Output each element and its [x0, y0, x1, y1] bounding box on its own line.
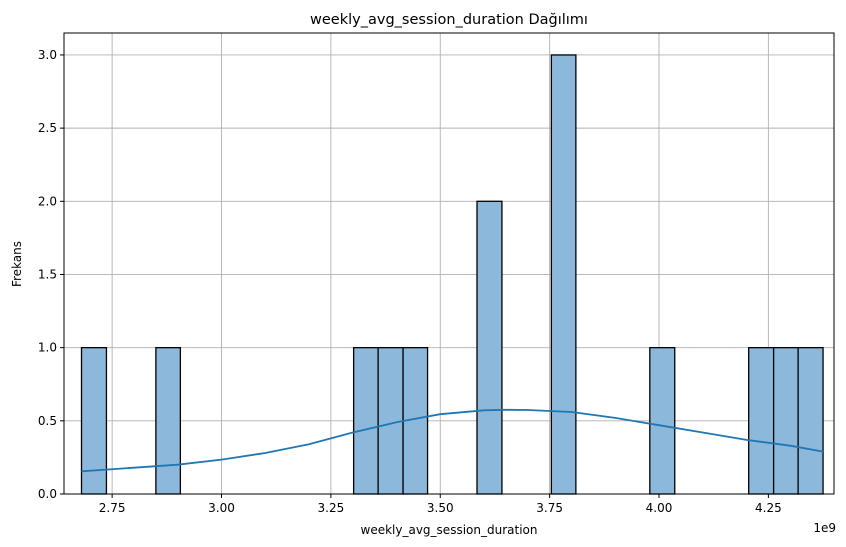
plot-frame: [63, 32, 835, 495]
x-tick-label: 3.00: [208, 501, 235, 515]
y-tick-label: 3.0: [38, 48, 57, 62]
y-axis-label: Frekans: [10, 241, 24, 287]
histogram-bar: [155, 347, 182, 495]
kde-curve: [81, 408, 824, 473]
y-tick-label: 1.5: [38, 267, 57, 281]
x-tick-label: 3.25: [318, 501, 345, 515]
x-axis-offset-label: 1e9: [813, 521, 836, 535]
x-axis-label: weekly_avg_session_duration: [361, 523, 538, 537]
y-tick-label: 1.0: [38, 341, 57, 355]
histogram-bar: [80, 347, 108, 495]
histogram-bars: [80, 54, 824, 495]
histogram-bar: [649, 347, 676, 495]
histogram-bar: [550, 54, 577, 495]
x-axis-ticks: 2.75 3.00 3.25 3.50 3.75 4.00 4.25: [99, 494, 782, 515]
x-tick-label: 4.00: [646, 501, 673, 515]
histogram-bar: [797, 347, 824, 495]
histogram-bar: [377, 347, 404, 495]
x-tick-label: 2.75: [99, 501, 126, 515]
chart-title: weekly_avg_session_duration Dağılımı: [310, 12, 588, 28]
x-tick-label: 4.25: [755, 501, 782, 515]
histogram-bar: [772, 347, 799, 495]
y-axis-ticks: 0.0 0.5 1.0 1.5 2.0 2.5 3.0: [38, 48, 64, 501]
y-tick-label: 0.5: [38, 414, 57, 428]
y-tick-label: 2.5: [38, 121, 57, 135]
x-tick-label: 3.75: [536, 501, 563, 515]
y-tick-label: 0.0: [38, 487, 57, 501]
histogram-bar: [352, 347, 379, 495]
y-tick-label: 2.0: [38, 194, 57, 208]
grid: [64, 33, 834, 495]
histogram-bar: [748, 347, 775, 495]
histogram-bar: [476, 200, 503, 495]
x-tick-label: 3.50: [427, 501, 454, 515]
